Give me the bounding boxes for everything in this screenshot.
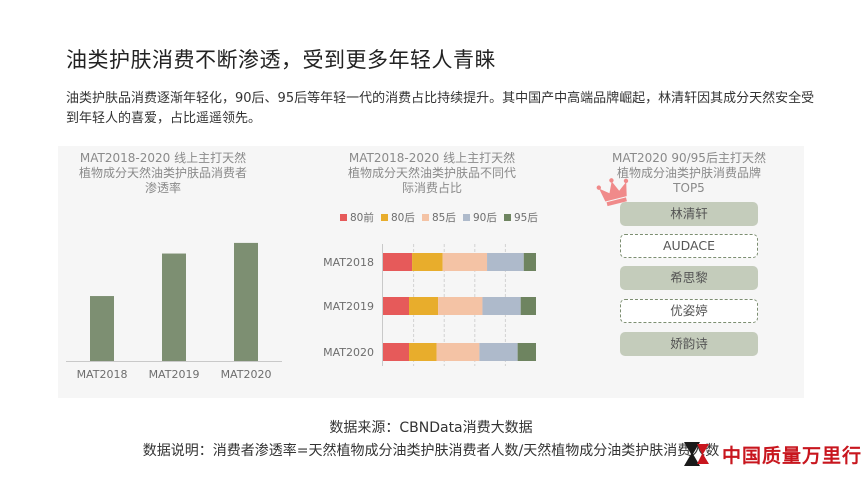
chart2-seg-MAT2018-95后 xyxy=(523,253,536,271)
chart2-tick-label: MAT2018 xyxy=(323,256,374,269)
page-title: 油类护肤消费不断渗透，受到更多年轻人青睐 xyxy=(66,48,496,72)
legend-label-80前: 80前 xyxy=(350,211,374,224)
chart1-title-line-2: 植物成分天然油类护肤品消费者 xyxy=(78,166,247,180)
chart1-bar-MAT2018 xyxy=(90,296,114,361)
legend-swatch-80前 xyxy=(340,214,347,221)
chart2-seg-MAT2019-95后 xyxy=(520,297,536,315)
chart2-title-line-3: 际消费占比 xyxy=(401,181,462,195)
chart2-seg-MAT2020-85后 xyxy=(436,343,480,361)
data-source: 数据来源：CBNData消费大数据 xyxy=(329,420,533,436)
brand-rank-3: 希思黎 xyxy=(620,266,758,290)
chart2-seg-MAT2019-80前 xyxy=(383,297,410,315)
chart2-seg-MAT2019-85后 xyxy=(438,297,483,315)
ranking-title-line-1: MAT2020 90/95后主打天然 xyxy=(612,151,766,165)
chart2-seg-MAT2019-80后 xyxy=(409,297,439,315)
chart1-tick-label: MAT2019 xyxy=(149,368,200,381)
legend-swatch-95后 xyxy=(504,214,511,221)
ranking-title: MAT2020 90/95后主打天然 植物成分油类护肤消费品牌 TOP5 xyxy=(603,151,775,196)
chart1-title: MAT2018-2020 线上主打天然 植物成分天然油类护肤品消费者 渗透率 xyxy=(58,151,268,196)
chart2-title-line-2: 植物成分天然油类护肤品不同代 xyxy=(347,166,516,180)
ranking-title-line-2: 植物成分油类护肤消费品牌 xyxy=(616,166,761,180)
legend-label-95后: 95后 xyxy=(514,212,538,224)
legend-swatch-80后 xyxy=(381,214,388,221)
chart2-seg-MAT2020-95后 xyxy=(517,343,536,361)
page-description: 油类护肤品消费逐渐年轻化，90后、95后等年轻一代的消费占比持续提升。其中国产中… xyxy=(66,91,815,126)
chart2-seg-MAT2020-90后 xyxy=(479,343,518,361)
brand-rank-4: 优姿婷 xyxy=(620,299,758,323)
chart2-title-line-1: MAT2018-2020 线上主打天然 xyxy=(348,151,516,165)
data-note: 数据说明：消费者渗透率=天然植物成分油类护肤消费者人数/天然植物成分油类护肤消费… xyxy=(142,443,720,459)
chart2-seg-MAT2018-90后 xyxy=(487,253,524,271)
chart2-seg-MAT2018-80后 xyxy=(412,253,443,271)
legend-label-90后: 90后 xyxy=(473,212,497,224)
brand-rank-1: 林清轩 xyxy=(620,202,758,226)
chart2-seg-MAT2020-80前 xyxy=(383,343,410,361)
legend-label-80后: 80后 xyxy=(391,212,415,224)
legend-swatch-85后 xyxy=(422,214,429,221)
chart2-tick-label: MAT2019 xyxy=(323,300,374,313)
watermark-text: 中国质量万里行 xyxy=(722,445,862,467)
chart1-tick-label: MAT2018 xyxy=(77,368,128,381)
chart2-seg-MAT2018-80前 xyxy=(383,253,413,271)
ranking-title-line-3: TOP5 xyxy=(673,181,705,195)
chart1-bar-MAT2019 xyxy=(162,253,186,361)
chart2-seg-MAT2018-85后 xyxy=(442,253,488,271)
brand-rank-5: 娇韵诗 xyxy=(620,332,758,356)
chart2-title: MAT2018-2020 线上主打天然 植物成分天然油类护肤品不同代 际消费占比 xyxy=(325,151,539,196)
chart1-title-line-3: 渗透率 xyxy=(144,181,181,195)
chart1-bar-MAT2020 xyxy=(234,242,258,361)
chart2-seg-MAT2020-80后 xyxy=(409,343,437,361)
chart1-tick-label: MAT2020 xyxy=(221,368,272,381)
brand-rank-2: AUDACE xyxy=(620,234,758,258)
chart2-seg-MAT2019-90后 xyxy=(482,297,521,315)
legend-label-85后: 85后 xyxy=(432,212,456,224)
chart2-tick-label: MAT2020 xyxy=(323,346,374,359)
legend-swatch-90后 xyxy=(463,214,470,221)
chart1-title-line-1: MAT2018-2020 线上主打天然 xyxy=(79,151,247,165)
